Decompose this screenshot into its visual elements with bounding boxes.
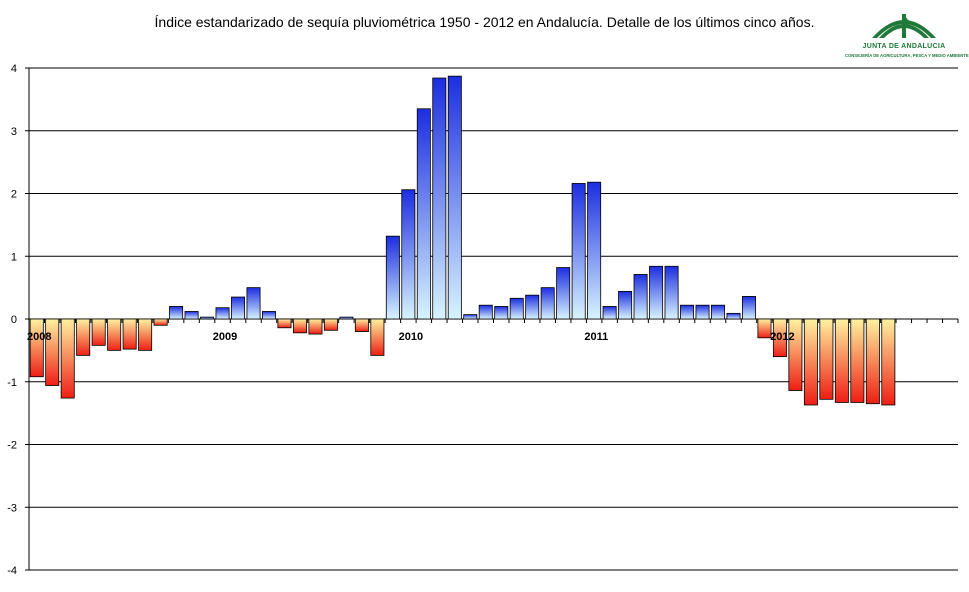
y-tick-label: 0 [11,314,17,326]
axes: 4 3 2 1 0 -1 -2 -3 -4 2008 2009 2010 2011 2012 [7,63,959,577]
x-year-label: 2011 [584,331,608,343]
bar [385,235,400,320]
x-year-label: 2012 [770,331,794,343]
bar [246,287,261,320]
bar [231,296,246,320]
bar [726,312,741,320]
bar [695,304,710,320]
bar [478,304,493,320]
bar [571,183,586,320]
logo-department-name: CONSEJERÍA DE AGRICULTURA, PESCA Y MEDIO… [845,53,969,58]
x-year-label: 2010 [399,331,423,343]
bar [772,318,787,358]
y-tick-label: -2 [7,440,17,452]
bar [525,294,540,320]
bar [76,318,91,356]
y-tick-label: -1 [7,377,17,389]
bar [29,318,44,378]
bar [107,318,122,351]
bar [447,75,462,320]
bar [587,181,602,320]
bar [664,265,679,320]
bar [91,318,106,346]
bar [602,306,617,320]
junta-emblem-icon [872,14,936,38]
bar [416,108,431,320]
bar [788,318,803,391]
bar [323,318,338,331]
bar [819,318,834,400]
bar [184,311,199,320]
bar [711,304,725,320]
bar [277,318,292,329]
x-year-label: 2009 [213,331,237,343]
bar [757,318,772,339]
bar [741,296,756,320]
y-tick-label: 2 [11,189,17,201]
bar [556,267,571,320]
bar [432,77,447,320]
bar [540,287,555,320]
bar [509,297,524,320]
y-tick-label: -4 [7,565,17,577]
bar [60,318,75,399]
bars [29,75,896,406]
bar [633,274,648,320]
bar [339,316,354,320]
bar [401,189,416,320]
bar [153,318,168,326]
bar [370,318,385,356]
bar [354,318,369,332]
y-tick-label: -3 [7,502,17,514]
bar [122,318,137,350]
bar [494,306,509,320]
bar [308,318,323,335]
y-tick-label: 1 [11,251,17,263]
x-year-label: 2008 [27,331,51,343]
bar [618,290,633,320]
bar [850,318,865,403]
y-tick-label: 3 [11,126,17,138]
bar [262,311,276,320]
logo-org-name: JUNTA DE ANDALUCIA [862,43,946,50]
bar [865,318,880,405]
bar [138,318,153,351]
bar [215,307,230,320]
bar [463,314,478,320]
bar [680,304,695,320]
bar [169,306,184,320]
bar [649,265,664,320]
bar [834,318,849,403]
chart-title: Índice estandarizado de sequía pluviomét… [154,14,815,30]
junta-de-andalucia-logo: JUNTA DE ANDALUCIA CONSEJERÍA DE AGRICUL… [845,4,969,62]
y-tick-label: 4 [11,63,17,75]
bar [200,316,215,320]
bar [803,318,818,406]
bar [45,318,60,386]
bar [292,318,307,334]
bar [881,318,896,406]
